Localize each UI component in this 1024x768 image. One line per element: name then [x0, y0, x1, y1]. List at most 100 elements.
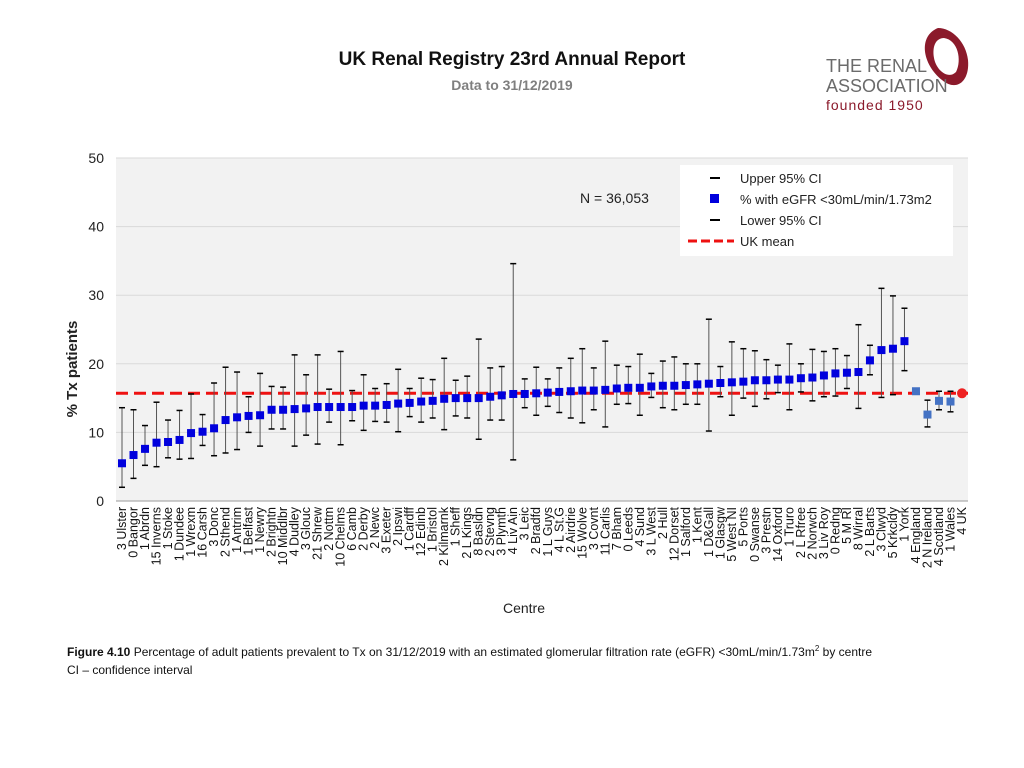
x-tick-label-45: 4 Sund: [633, 507, 647, 547]
x-tick-label-6: 1 Wrexm: [184, 507, 198, 557]
x-tick-label-22: 2 Newc: [368, 507, 382, 549]
y-tick-label-3: 30: [88, 287, 104, 303]
x-tick-label-9: 2 Sthend: [219, 507, 233, 557]
x-tick-label-24: 2 Ipswi: [391, 507, 405, 546]
x-tick-label-61: 3 Liv Roy: [817, 506, 831, 559]
data-point-49: [681, 381, 690, 390]
figure-caption: Figure 4.10 Percentage of adult patients…: [67, 640, 987, 679]
data-point-45: [635, 383, 644, 392]
x-tick-label-17: 21 Shrew: [311, 506, 325, 560]
y-axis-label: % Tx patients: [64, 321, 81, 418]
legend-label-lower: Lower 95% CI: [740, 213, 822, 228]
data-point-70: [923, 410, 932, 419]
data-point-24: [394, 399, 403, 408]
y-tick-label-2: 20: [88, 356, 104, 372]
x-tick-label-43: 7 Bham: [610, 507, 624, 550]
x-tick-label-72: 1 Wales: [943, 507, 957, 552]
data-point-1: [129, 451, 138, 460]
x-tick-label-39: 2 Airdrie: [564, 507, 578, 553]
data-point-60: [808, 373, 817, 382]
data-point-26: [417, 397, 426, 406]
data-point-35: [520, 389, 529, 398]
data-point-32: [486, 392, 495, 401]
data-point-15: [290, 405, 299, 414]
x-tick-label-35: 3 Leic: [518, 507, 532, 540]
x-tick-label-40: 15 Wolve: [575, 507, 589, 559]
x-tick-label-20: 6 Camb: [345, 507, 359, 551]
caption-note: CI – confidence interval: [67, 663, 193, 677]
caption-suffix: by centre: [819, 645, 873, 659]
data-point-41: [589, 386, 598, 395]
sample-size-annotation: N = 36,053: [580, 190, 649, 206]
data-point-50: [693, 380, 702, 389]
data-point-54: [739, 377, 748, 386]
report-title: UK Renal Registry 23rd Annual Report: [338, 49, 686, 70]
x-tick-label-28: 2 Kilmarnk: [437, 506, 451, 566]
data-point-67: [888, 344, 897, 353]
x-tick-label-18: 2 Nottm: [322, 507, 336, 551]
data-point-37: [543, 388, 552, 397]
x-tick-label-25: 1 Cardff: [403, 506, 417, 551]
caption-figure-label: Figure 4.10: [67, 645, 131, 659]
logo-line-2: ASSOCIATION: [826, 76, 948, 96]
data-point-71: [934, 396, 943, 405]
data-point-28: [440, 394, 449, 403]
x-tick-label-34: 4 Liv Ain: [506, 507, 520, 554]
x-tick-label-27: 1 Bristol: [426, 507, 440, 552]
x-axis-label: Centre: [503, 600, 545, 616]
x-tick-label-12: 1 Newry: [253, 506, 267, 553]
x-tick-label-63: 5 M RI: [840, 507, 854, 544]
x-tick-label-58: 1 Truro: [782, 507, 796, 547]
data-point-33: [497, 391, 506, 400]
data-point-3: [152, 438, 161, 447]
legend-box: [680, 165, 953, 256]
data-point-17: [313, 403, 322, 412]
legend-marker-point: [710, 194, 719, 203]
report-subtitle: Data to 31/12/2019: [451, 77, 573, 93]
x-tick-label-68: 1 York: [897, 506, 911, 542]
logo-line-3: founded 1950: [826, 97, 924, 113]
x-tick-label-30: 2 L Kings: [460, 507, 474, 559]
error-bars: [118, 262, 967, 489]
data-point-47: [658, 381, 667, 390]
x-tick-label-67: 5 Krkcldy: [886, 506, 900, 558]
legend: Upper 95% CI % with eGFR <30mL/min/1.73m…: [680, 165, 953, 256]
x-tick-label-51: 1 D&Gall: [702, 507, 716, 557]
x-tick-label-31: 8 Basldn: [472, 507, 486, 556]
data-point-22: [371, 401, 380, 410]
x-tick-label-16: 3 Glouc: [299, 507, 313, 550]
logo-swoosh: [924, 28, 969, 86]
x-tick-label-5: 1 Dundee: [173, 507, 187, 561]
data-point-44: [624, 383, 633, 392]
data-point-29: [451, 394, 460, 403]
data-point-61: [819, 371, 828, 380]
data-point-5: [175, 435, 184, 444]
data-point-16: [302, 404, 311, 413]
data-point-8: [210, 424, 219, 433]
x-tick-label-37: 1 L Guys: [541, 507, 555, 557]
data-point-18: [325, 403, 334, 412]
x-tick-label-14: 10 Middlbr: [276, 507, 290, 565]
data-point-51: [704, 379, 713, 388]
data-point-56: [762, 376, 771, 385]
x-tick-label-73: 4 UK: [955, 506, 969, 534]
x-tick-label-7: 16 Carsh: [196, 507, 210, 558]
data-point-58: [785, 375, 794, 384]
y-tick-label-1: 10: [88, 424, 104, 440]
x-tick-label-29: 1 Sheff: [449, 506, 463, 546]
x-tick-label-59: 2 L Rfree: [794, 507, 808, 558]
x-tick-label-49: 1 Salford: [679, 507, 693, 557]
data-point-23: [382, 400, 391, 409]
x-tick-label-11: 1 Belfast: [242, 506, 256, 555]
data-point-7: [198, 427, 207, 436]
data-point-68: [900, 337, 909, 346]
legend-label-point: % with eGFR <30mL/min/1.73m2: [740, 192, 932, 207]
x-tick-label-44: 0 Leeds: [621, 507, 635, 551]
x-tick-label-1: 0 Bangor: [127, 507, 141, 558]
x-tick-label-0: 3 Ulster: [115, 507, 129, 550]
x-tick-label-33: 3 Plymth: [495, 507, 509, 556]
x-tick-label-41: 3 Covnt: [587, 506, 601, 550]
x-tick-label-60: 2 Norwch: [805, 507, 819, 560]
x-tick-label-42: 11 Carlis: [598, 507, 612, 555]
